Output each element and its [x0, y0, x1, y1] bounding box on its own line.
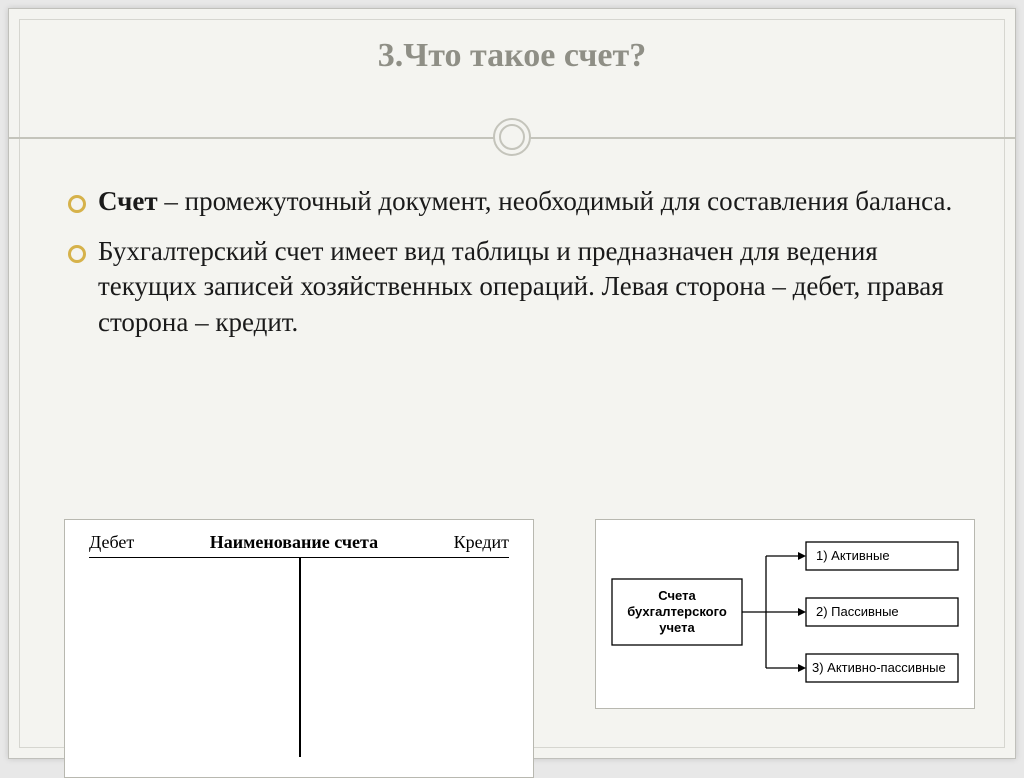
- slide-body: Счет – промежуточный документ, необходим…: [64, 184, 960, 355]
- t-account-header: Дебет Наименование счета Кредит: [89, 532, 509, 558]
- t-account-debit-label: Дебет: [89, 532, 134, 553]
- root-node-line1: Счета: [658, 588, 696, 603]
- bullet-1-term: Счет: [98, 186, 158, 216]
- type-1-label: 1) Активные: [816, 548, 890, 563]
- divider-ornament-icon: [493, 118, 531, 156]
- arrow-3-icon: [798, 664, 806, 672]
- type-3-label: 3) Активно-пассивные: [812, 660, 946, 675]
- arrow-1-icon: [798, 552, 806, 560]
- type-2-label: 2) Пассивные: [816, 604, 899, 619]
- figures-row: Дебет Наименование счета Кредит Счета бу…: [64, 519, 975, 778]
- t-account-body: [89, 557, 509, 667]
- bullet-2: Бухгалтерский счет имеет вид таблицы и п…: [64, 234, 960, 341]
- account-types-figure: Счета бухгалтерского учета 1) Активные 2…: [595, 519, 975, 709]
- t-account-credit-label: Кредит: [454, 532, 509, 553]
- root-node-line2: бухгалтерского: [627, 604, 727, 619]
- slide-title: 3.Что такое счет?: [29, 37, 995, 75]
- t-account-figure: Дебет Наименование счета Кредит: [64, 519, 534, 778]
- slide-title-area: 3.Что такое счет?: [9, 9, 1015, 119]
- root-node-line3: учета: [659, 620, 695, 635]
- t-account-vertical-line: [299, 557, 301, 757]
- types-diagram-svg: Счета бухгалтерского учета 1) Активные 2…: [606, 534, 966, 694]
- bullet-1: Счет – промежуточный документ, необходим…: [64, 184, 960, 220]
- bullet-1-rest: – промежуточный документ, необходимый дл…: [158, 186, 953, 216]
- arrow-2-icon: [798, 608, 806, 616]
- slide-frame: 3.Что такое счет? Счет – промежуточный д…: [8, 8, 1016, 759]
- t-account-name-label: Наименование счета: [210, 532, 378, 553]
